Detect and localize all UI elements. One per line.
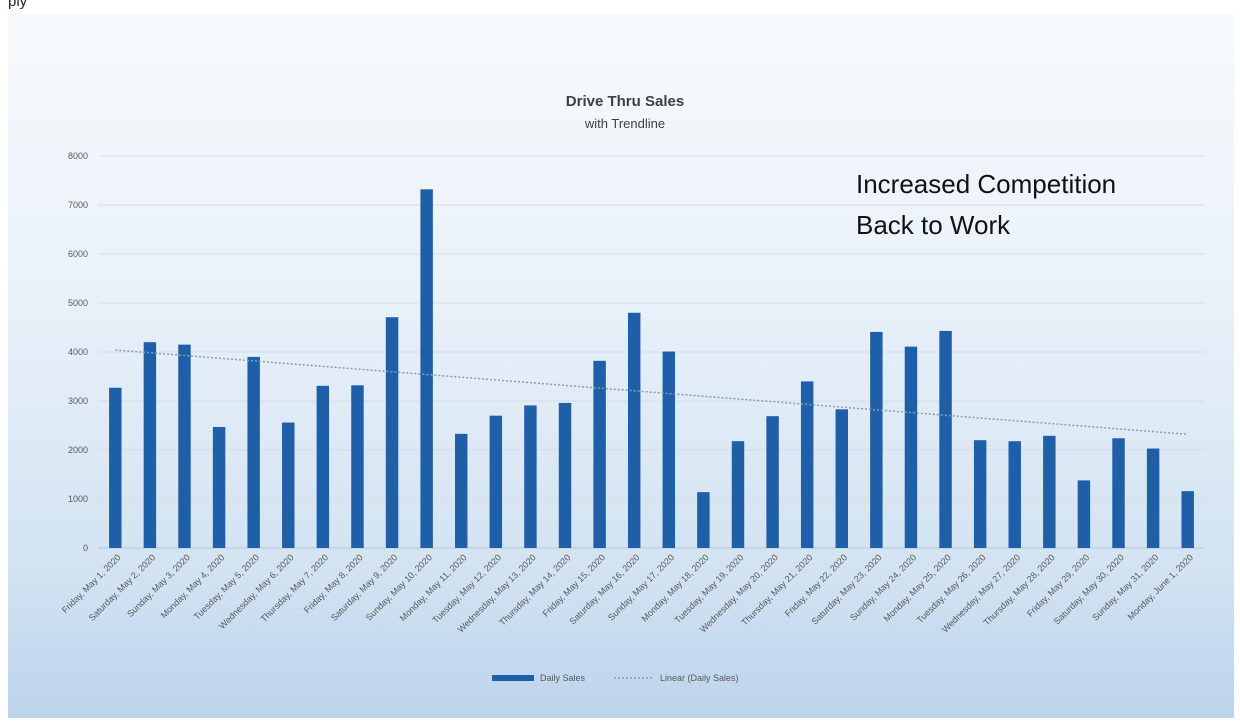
x-tick-label: Saturday, May 23, 2020 [810, 552, 884, 626]
legend-swatch-daily-sales [492, 675, 534, 681]
x-tick-label: Monday, May 11, 2020 [398, 552, 469, 623]
bar [870, 331, 883, 548]
bar [1077, 480, 1091, 548]
y-tick-label: 1000 [68, 494, 88, 504]
annotation-line-1: Increased Competition [856, 169, 1116, 199]
y-tick-label: 3000 [68, 396, 88, 406]
y-tick-label: 4000 [68, 347, 88, 357]
x-tick-label: Friday, May 29, 2020 [1025, 552, 1091, 618]
bar [109, 387, 122, 548]
chart-panel: Drive Thru Sales with Trendline 0 1000 200… [8, 14, 1234, 718]
bar [385, 317, 399, 548]
y-tick-label: 6000 [68, 249, 88, 259]
x-tick-label: Saturday, May 30, 2020 [1052, 552, 1126, 626]
x-tick-label: Friday, May 8, 2020 [302, 552, 365, 615]
x-tick-label: Monday, May 25, 2020 [882, 552, 953, 623]
chart-title: Drive Thru Sales [566, 93, 684, 110]
legend: Daily Sales Linear (Daily Sales) [492, 673, 739, 683]
bar [247, 356, 260, 548]
bar [1181, 491, 1194, 548]
x-tick-label: Monday, May 18, 2020 [639, 552, 710, 623]
bars [109, 189, 1194, 548]
gridlines [98, 155, 1205, 549]
x-tick-label: Thursday, May 7, 2020 [259, 552, 331, 624]
x-tick-label: Sunday, May 10, 2020 [364, 552, 434, 622]
trendline [115, 349, 1188, 436]
bar [143, 342, 157, 548]
header-fragment-text: ply [8, 0, 28, 10]
x-tick-label: Saturday, May 2, 2020 [87, 552, 158, 623]
legend-label-daily-sales: Daily Sales [540, 673, 586, 683]
bar [662, 351, 676, 548]
bar [731, 441, 745, 548]
bar [800, 381, 814, 548]
page-header-fragment: ply [0, 0, 1240, 14]
bar [1043, 435, 1056, 548]
x-tick-label: Friday, May 22, 2020 [783, 552, 849, 618]
bar [1112, 438, 1125, 548]
bar [282, 422, 295, 548]
bar [558, 402, 572, 548]
x-tick-label: Tuesday, May 5, 2020 [192, 552, 261, 621]
x-tick-label: Tuesday, May 26, 2020 [915, 552, 988, 625]
bar [697, 492, 710, 548]
bar [455, 433, 468, 548]
x-tick-label: Saturday, May 9, 2020 [329, 552, 400, 623]
annotation-line-2: Back to Work [856, 210, 1011, 240]
bar [212, 426, 226, 548]
x-tick-label: Tuesday, May 12, 2020 [430, 552, 503, 625]
bar [939, 330, 952, 548]
x-tick-label: Sunday, May 3, 2020 [125, 552, 192, 619]
bar [1008, 441, 1021, 548]
y-tick-label: 5000 [68, 298, 88, 308]
bar [627, 312, 641, 548]
x-tick-label: Saturday, May 16, 2020 [567, 552, 641, 626]
bar [489, 415, 503, 548]
bar [973, 440, 987, 548]
bar-chart: Drive Thru Sales with Trendline 0 1000 200… [60, 93, 1205, 683]
x-tick-label: Tuesday, May 19, 2020 [673, 552, 746, 625]
y-tick-label: 8000 [68, 151, 88, 161]
bar [593, 360, 606, 548]
bar [420, 189, 433, 548]
trendline-layer [115, 349, 1188, 436]
bar [904, 346, 918, 548]
bar [766, 416, 779, 548]
x-tick-label: Sunday, May 31, 2020 [1090, 552, 1160, 622]
y-tick-label: 7000 [68, 200, 88, 210]
x-tick-label: Sunday, May 24, 2020 [848, 552, 918, 622]
x-tick-label: Monday, May 4, 2020 [159, 552, 227, 620]
x-tick-label: Monday, June 1, 2020 [1126, 552, 1196, 622]
x-tick-label: Friday, May 1, 2020 [60, 552, 123, 615]
bar [524, 405, 537, 548]
x-tick-label: Sunday, May 17, 2020 [606, 552, 676, 622]
chart-subtitle: with Trendline [584, 116, 665, 131]
bar [178, 344, 191, 548]
legend-label-trendline: Linear (Daily Sales) [660, 673, 739, 683]
x-tick-label: Friday, May 15, 2020 [541, 552, 607, 618]
y-tick-label: 0 [83, 543, 88, 553]
y-tick-label: 2000 [68, 445, 88, 455]
bar [835, 409, 848, 548]
bar [316, 385, 330, 548]
y-axis: 0 1000 2000 3000 4000 5000 6000 7000 8000 [68, 151, 88, 553]
bar [351, 385, 364, 548]
bar [1146, 448, 1160, 548]
